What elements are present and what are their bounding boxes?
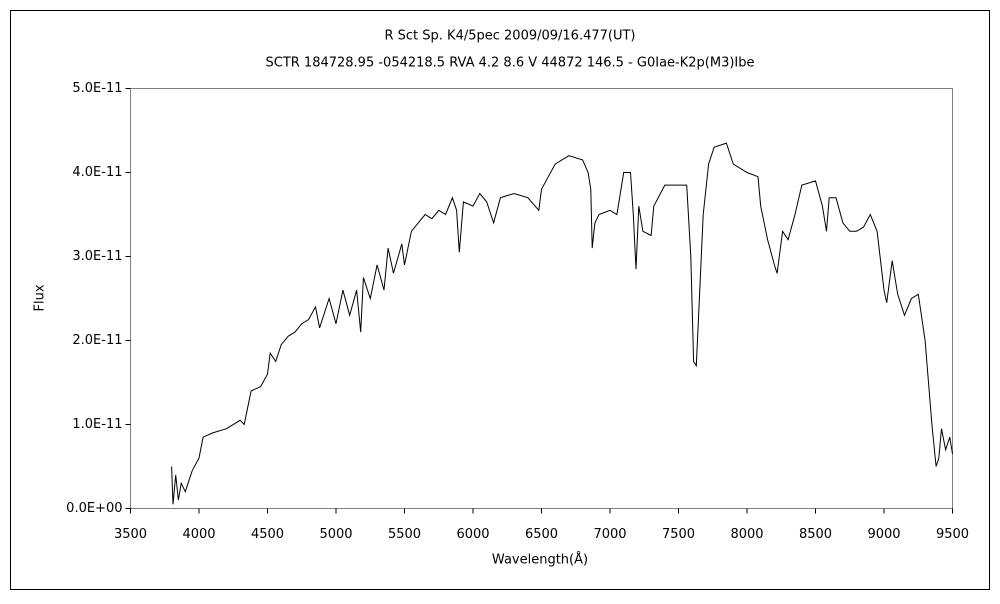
x-tick-label: 5500 [388, 527, 421, 542]
x-tick-label: 4000 [182, 527, 215, 542]
x-tick-label: 6500 [525, 527, 558, 542]
chart-subtitle: SCTR 184728.95 -054218.5 RVA 4.2 8.6 V 4… [265, 56, 754, 71]
chart-frame [10, 10, 990, 590]
x-tick-label: 8500 [799, 527, 832, 542]
spectrum-line [171, 142, 953, 505]
y-tick-label: 1.0E-11 [72, 417, 122, 432]
x-tick-label: 3500 [114, 527, 147, 542]
y-axis-label: Flux [33, 284, 48, 311]
chart-title: R Sct Sp. K4/5pec 2009/09/16.477(UT) [384, 29, 635, 44]
x-tick-label: 5000 [319, 527, 352, 542]
x-tick-label: 9500 [936, 527, 969, 542]
x-tick-label: 6000 [456, 527, 489, 542]
x-tick-label: 7000 [593, 527, 626, 542]
y-tick-label: 0.0E+00 [66, 501, 122, 516]
y-tick-label: 4.0E-11 [72, 165, 122, 180]
x-tick-label: 9000 [867, 527, 900, 542]
y-tick-label: 5.0E-11 [72, 81, 122, 96]
y-tick-label: 2.0E-11 [72, 333, 122, 348]
y-tick-label: 3.0E-11 [72, 249, 122, 264]
x-tick-label: 7500 [662, 527, 695, 542]
x-axis-label: Wavelength(Å) [492, 552, 588, 568]
x-tick-label: 4500 [251, 527, 284, 542]
x-tick-label: 8000 [730, 527, 763, 542]
